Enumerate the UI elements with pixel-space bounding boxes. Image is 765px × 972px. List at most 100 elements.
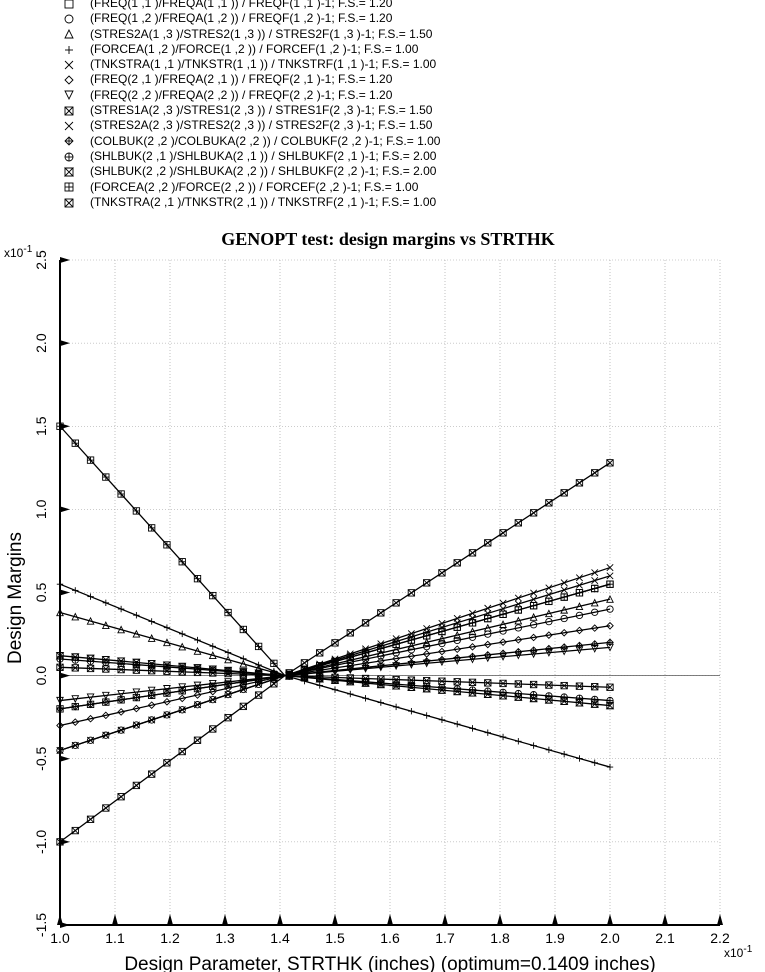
- data-point: [408, 707, 415, 715]
- legend-marker-diamond: [64, 75, 74, 85]
- chart-legend: (FREQ(1 ,1 )/FREQA(1 ,1 )) / FREQF(1 ,1 …: [62, 0, 440, 210]
- data-point: [300, 672, 309, 680]
- data-point: [147, 691, 156, 700]
- series-line: [59, 666, 611, 688]
- data-point: [606, 564, 614, 572]
- data-point: [193, 668, 202, 677]
- data-point: [438, 647, 446, 656]
- data-point: [239, 625, 247, 634]
- data-point: [483, 640, 492, 649]
- data-point: [71, 702, 80, 711]
- data-point: [407, 658, 416, 667]
- data-point: [254, 642, 263, 651]
- data-point: [575, 479, 584, 487]
- data-point: [423, 642, 431, 651]
- legend-label: (FREQ(1 ,1 )/FREQA(1 ,1 )) / FREQF(1 ,1 …: [90, 0, 393, 10]
- data-point: [499, 649, 507, 658]
- data-point: [270, 659, 278, 668]
- data-point: [132, 658, 141, 667]
- data-point: [255, 680, 263, 688]
- data-point: [453, 645, 462, 654]
- y-tick-label: 1.5: [33, 416, 49, 436]
- data-point: [71, 741, 79, 749]
- data-point: [101, 711, 110, 720]
- data-point: [438, 569, 446, 577]
- data-point: [606, 580, 614, 588]
- data-point: [529, 633, 538, 642]
- data-point: [163, 624, 171, 631]
- data-point: [300, 659, 309, 667]
- y-tick-label: -0.5: [33, 746, 49, 770]
- data-point: [331, 673, 339, 682]
- data-point: [468, 652, 477, 661]
- data-point: [560, 693, 568, 701]
- data-point: [591, 584, 599, 593]
- data-point: [87, 593, 94, 600]
- data-point: [423, 677, 431, 685]
- data-point: [361, 649, 370, 657]
- data-point: [224, 608, 232, 617]
- data-point: [560, 605, 569, 614]
- data-point: [514, 647, 523, 656]
- data-point: [224, 714, 232, 722]
- grid-lines: [60, 259, 721, 925]
- data-point: [407, 676, 416, 684]
- data-point: [606, 696, 614, 705]
- data-point: [117, 708, 125, 716]
- legend-label: (FREQ(1 ,2 )/FREQA(1 ,2 )) / FREQF(1 ,2 …: [90, 11, 393, 26]
- legend-item: (FORCEA(1 ,2 )/FORCE(1 ,2 )) / FORCEF(1 …: [62, 42, 440, 57]
- data-point: [193, 575, 202, 583]
- legend-marker-icon: [62, 13, 90, 25]
- data-point: [392, 645, 401, 654]
- x-tick-label: 1.0: [50, 930, 70, 946]
- data-point: [575, 626, 584, 635]
- data-point: [423, 632, 431, 640]
- legend-marker-icon: [62, 197, 90, 209]
- data-point: [208, 687, 217, 696]
- data-point: [544, 609, 553, 618]
- data-point: [178, 706, 186, 714]
- data-point: [193, 646, 202, 655]
- data-point: [87, 736, 95, 744]
- data-point: [392, 660, 400, 669]
- data-point: [438, 619, 446, 627]
- y-tick-mark: [60, 506, 70, 513]
- x-axis-exponent: x10-1: [724, 944, 753, 960]
- data-point: [545, 591, 553, 599]
- data-point: [575, 589, 584, 597]
- data-point: [208, 682, 217, 691]
- y-tick-mark: [60, 257, 70, 263]
- data-point: [163, 689, 171, 697]
- data-point: [376, 648, 385, 657]
- y-axis-exponent: x10-1: [4, 244, 33, 260]
- legend-marker-icon: [62, 105, 90, 117]
- data-point: [591, 577, 599, 585]
- data-point: [331, 666, 339, 675]
- data-point: [529, 612, 538, 621]
- data-point: [575, 694, 584, 702]
- data-point: [529, 680, 538, 689]
- data-point: [70, 653, 80, 661]
- legend-marker-square-x: [64, 198, 74, 207]
- x-tick-mark: [57, 914, 63, 925]
- data-point: [559, 697, 569, 705]
- data-point: [422, 685, 431, 693]
- data-point: [560, 643, 569, 651]
- data-point: [515, 738, 522, 745]
- x-tick-label: 2.0: [600, 930, 620, 946]
- data-point: [117, 726, 125, 734]
- legend-marker-circle-plus: [64, 152, 74, 162]
- data-point: [483, 651, 492, 659]
- data-point: [163, 697, 171, 706]
- y-axis-label: Design Margins: [5, 532, 26, 664]
- data-point: [437, 686, 447, 694]
- x-tick-label: 1.4: [270, 930, 290, 946]
- data-point: [239, 685, 247, 693]
- data-point: [347, 690, 354, 698]
- x-tick-label: 2.2: [710, 930, 730, 946]
- data-point: [514, 616, 523, 625]
- x-tick-label: 1.1: [105, 930, 125, 946]
- data-point: [423, 579, 431, 587]
- data-point: [377, 699, 385, 706]
